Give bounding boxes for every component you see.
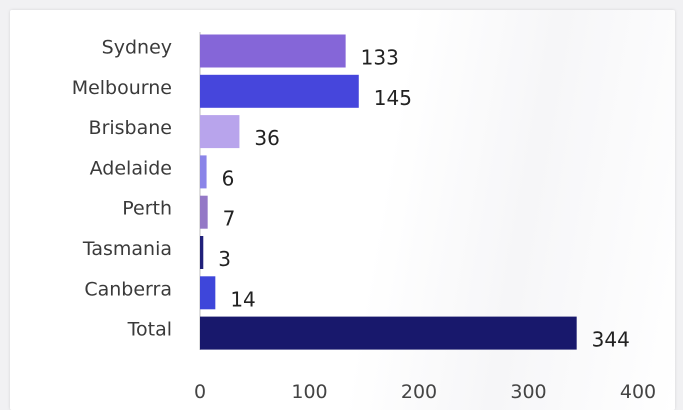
x-tick-label-200: 200 — [401, 381, 437, 403]
category-label-perth: Perth — [122, 198, 172, 220]
category-label-sydney: Sydney — [102, 37, 172, 59]
value-label-canberra: 14 — [230, 287, 255, 311]
bar-melbourne — [200, 74, 359, 108]
x-tick-label-400: 400 — [620, 381, 656, 403]
category-label-melbourne: Melbourne — [72, 77, 172, 99]
category-label-canberra: Canberra — [84, 278, 172, 300]
value-label-total: 344 — [592, 328, 630, 352]
value-label-brisbane: 36 — [254, 126, 279, 150]
category-label-total: Total — [127, 319, 172, 341]
value-label-tasmania: 3 — [218, 247, 231, 271]
bar-brisbane — [200, 115, 240, 149]
bar-total — [200, 316, 577, 350]
bar-adelaide — [200, 155, 207, 189]
x-tick-label-300: 300 — [510, 381, 546, 403]
category-label-brisbane: Brisbane — [89, 117, 172, 139]
bar-perth — [200, 195, 208, 229]
value-label-sydney: 133 — [361, 46, 399, 70]
category-label-adelaide: Adelaide — [90, 157, 172, 179]
value-label-adelaide: 6 — [222, 166, 235, 190]
x-tick-label-100: 100 — [291, 381, 327, 403]
bar-tasmania — [200, 236, 204, 269]
value-label-melbourne: 145 — [374, 86, 412, 110]
value-label-perth: 7 — [223, 207, 236, 231]
bar-canberra — [200, 276, 216, 310]
category-label-tasmania: Tasmania — [82, 238, 172, 260]
x-tick-label-0: 0 — [194, 381, 206, 403]
bar-sydney — [200, 34, 346, 68]
